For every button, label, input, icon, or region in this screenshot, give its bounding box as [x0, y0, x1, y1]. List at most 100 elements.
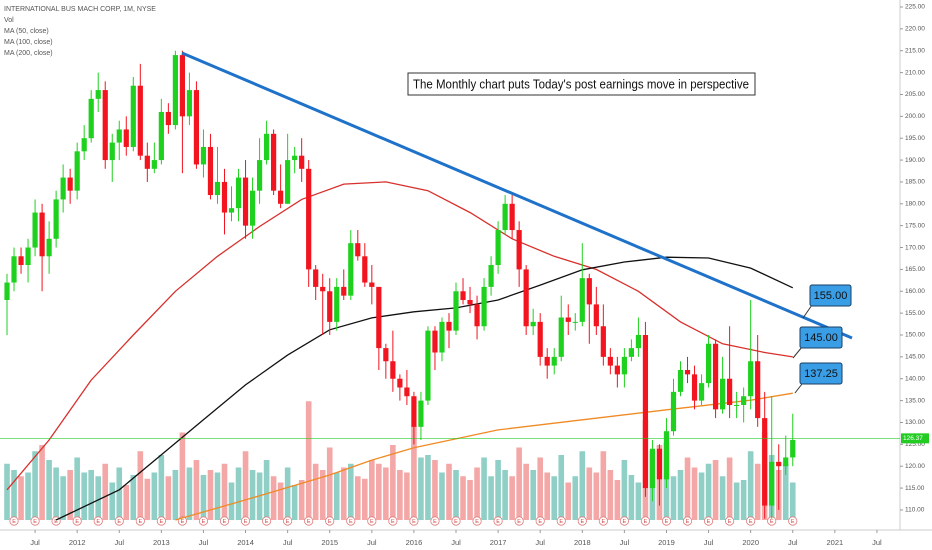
volume-bar	[81, 472, 87, 520]
volume-bar	[698, 472, 705, 520]
candle-body	[74, 151, 80, 191]
volume-bar	[565, 482, 572, 520]
earnings-icon	[535, 516, 545, 526]
x-tick-label: Jul	[535, 538, 545, 547]
legend-entry: MA (50, close)	[4, 28, 49, 35]
candle-body	[565, 317, 571, 322]
x-tick-label: 2015	[321, 538, 338, 547]
earnings-label: E	[517, 519, 521, 525]
y-tick-label: 110.00	[905, 507, 925, 514]
earnings-label: E	[33, 519, 37, 525]
candle-body	[776, 461, 782, 467]
volume-bar	[754, 463, 761, 520]
earnings-label: E	[686, 519, 690, 525]
y-tick-label: 160.00	[905, 288, 925, 295]
volume-bar	[137, 451, 144, 520]
candle-body	[334, 286, 340, 322]
callout-pointer	[794, 383, 803, 394]
earnings-label: E	[644, 519, 648, 525]
volume-bar	[523, 463, 529, 520]
volume-bar	[165, 476, 172, 520]
candle-body	[790, 439, 796, 458]
candle-body	[200, 146, 207, 165]
volume-bar	[691, 467, 698, 520]
candle-body	[299, 155, 305, 169]
earnings-label: E	[454, 519, 458, 525]
earnings-icon	[198, 516, 209, 526]
candle-body	[88, 98, 94, 139]
candle-body	[769, 461, 775, 506]
candle-body	[102, 90, 108, 161]
earnings-label: E	[54, 519, 58, 525]
earnings-label: E	[707, 519, 711, 525]
y-tick-label: 155.00	[905, 310, 925, 317]
volume-bar	[158, 455, 165, 520]
y-tick-label: 170.00	[905, 244, 925, 251]
candle-body	[320, 286, 326, 292]
legend-entry: MA (200, close)	[4, 50, 53, 57]
volume-bar	[411, 426, 417, 520]
volume-bar	[551, 476, 558, 520]
candle-body	[4, 282, 10, 301]
volume-bar	[782, 463, 789, 520]
volume-bar	[354, 476, 361, 520]
earnings-icon	[156, 516, 166, 526]
volume-bar	[249, 470, 256, 520]
volume-bar	[600, 451, 607, 520]
volume-bar	[74, 457, 80, 520]
earnings-icon	[788, 516, 798, 526]
y-tick-label: 140.00	[905, 375, 925, 382]
earnings-label: E	[559, 519, 563, 525]
volume-bar	[747, 451, 754, 520]
candle-body	[81, 138, 87, 152]
volume-bar	[572, 476, 579, 520]
earnings-icon	[430, 516, 440, 526]
candle-body	[495, 230, 501, 266]
candle-body	[369, 282, 375, 287]
candle-body	[116, 129, 122, 143]
volume-bar	[607, 470, 614, 520]
y-tick-label: 145.00	[905, 354, 925, 361]
volume-bar	[130, 475, 137, 520]
candle-body	[691, 374, 698, 401]
earnings-icon	[367, 516, 377, 526]
moving-average-line	[175, 392, 793, 521]
candle-body	[677, 369, 684, 392]
candle-body	[670, 391, 677, 432]
candle-body	[404, 387, 410, 397]
y-tick-label: 130.00	[905, 419, 925, 426]
volume-bar	[586, 467, 593, 520]
candle-body	[95, 90, 101, 99]
candle-body	[762, 418, 768, 506]
volume-bar	[25, 472, 31, 520]
earnings-icon	[325, 516, 335, 526]
earnings-icon	[114, 516, 124, 526]
volume-bar	[228, 482, 235, 520]
candle-body	[348, 243, 354, 296]
volume-bar	[453, 470, 459, 520]
volume-bar	[362, 478, 368, 520]
callout-text: 145.00	[804, 332, 838, 344]
x-tick-label: 2013	[153, 538, 170, 547]
candle-body	[530, 321, 536, 327]
candle-body	[39, 212, 45, 257]
volume-bar	[544, 472, 551, 520]
volume-bar	[263, 460, 270, 520]
earnings-label: E	[433, 519, 437, 525]
y-tick-label: 150.00	[905, 332, 925, 339]
volume-bar	[340, 467, 347, 520]
earnings-label: E	[665, 519, 669, 525]
earnings-icon	[72, 516, 82, 526]
earnings-label: E	[138, 519, 142, 525]
x-tick-label: Jul	[704, 538, 714, 547]
candle-body	[551, 356, 557, 366]
candle-body	[727, 378, 733, 405]
volume-bar	[284, 467, 291, 520]
candle-body	[292, 155, 298, 161]
candle-body	[285, 160, 291, 204]
y-tick-label: 200.00	[905, 113, 925, 120]
y-tick-label: 195.00	[905, 135, 925, 142]
candle-body	[684, 369, 691, 375]
x-tick-label: Jul	[872, 538, 882, 547]
earnings-label: E	[328, 519, 332, 525]
